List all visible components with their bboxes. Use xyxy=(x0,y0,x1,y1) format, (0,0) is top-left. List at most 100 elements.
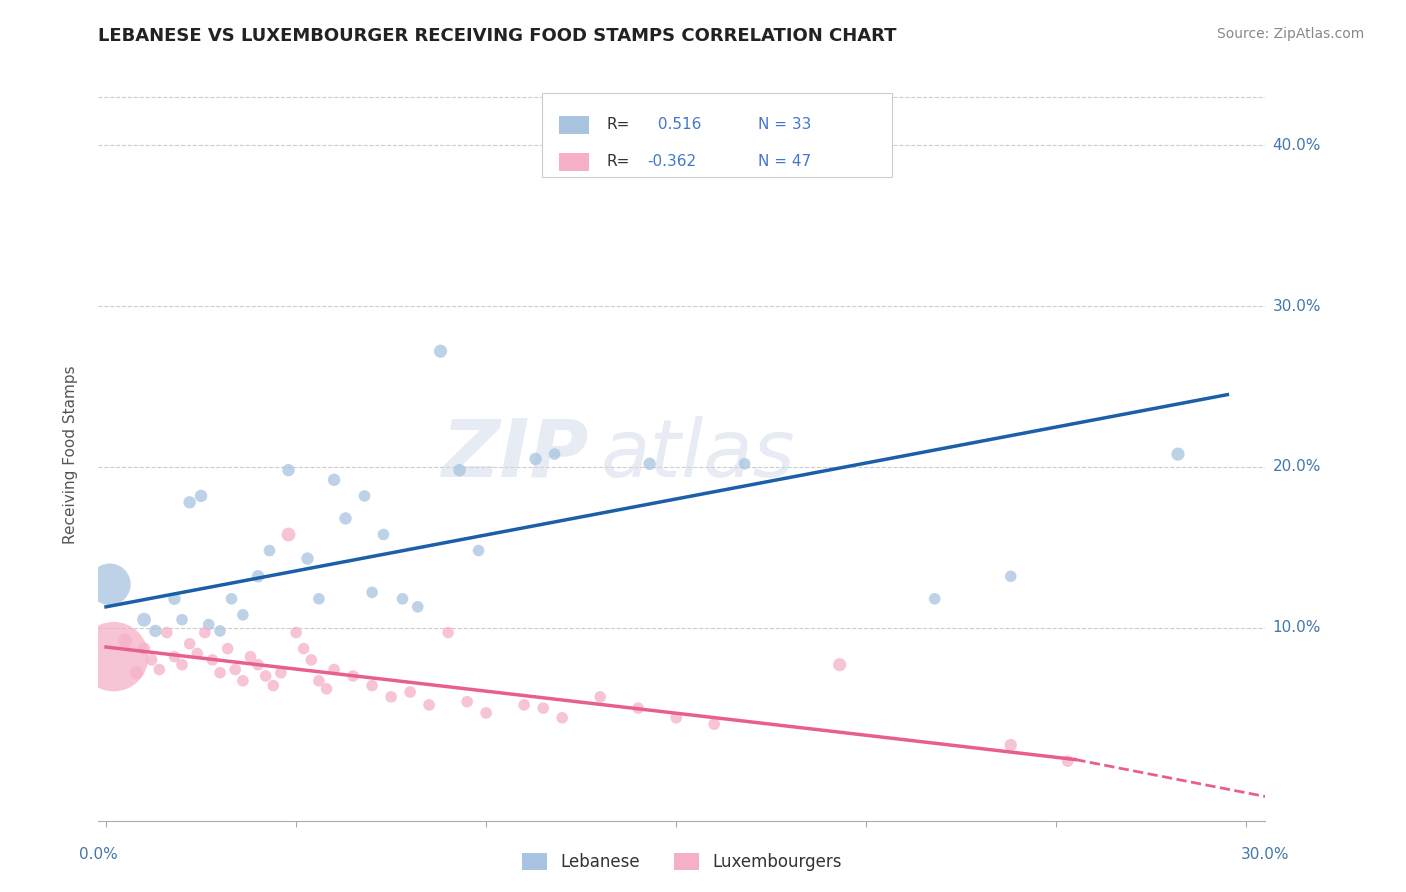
Point xyxy=(703,717,725,731)
Point xyxy=(247,657,270,672)
Point xyxy=(262,679,284,693)
Point xyxy=(1000,569,1022,583)
Point xyxy=(170,613,193,627)
Point xyxy=(335,511,357,525)
Point xyxy=(179,637,201,651)
Text: 40.0%: 40.0% xyxy=(1272,138,1320,153)
Point xyxy=(1056,754,1078,768)
Point xyxy=(209,624,232,638)
Point xyxy=(315,681,337,696)
Point xyxy=(437,625,460,640)
Point xyxy=(551,711,574,725)
Point xyxy=(197,617,219,632)
Point xyxy=(399,685,422,699)
Point xyxy=(456,695,478,709)
Point xyxy=(156,625,179,640)
Text: 0.0%: 0.0% xyxy=(79,847,118,863)
Text: ZIP: ZIP xyxy=(441,416,589,494)
Text: 0.516: 0.516 xyxy=(652,118,702,132)
Text: 30.0%: 30.0% xyxy=(1272,299,1320,314)
Bar xyxy=(560,153,589,171)
Point xyxy=(323,473,346,487)
FancyBboxPatch shape xyxy=(541,93,891,177)
Point xyxy=(353,489,375,503)
Point xyxy=(543,447,565,461)
Point xyxy=(924,591,946,606)
Point xyxy=(132,641,155,656)
Point xyxy=(828,657,851,672)
Point xyxy=(475,706,498,720)
Y-axis label: Receiving Food Stamps: Receiving Food Stamps xyxy=(63,366,77,544)
Point xyxy=(270,665,292,680)
Point xyxy=(132,613,155,627)
Point xyxy=(513,698,536,712)
Point xyxy=(638,457,661,471)
Text: 30.0%: 30.0% xyxy=(1241,847,1289,863)
Point xyxy=(277,527,299,541)
Point xyxy=(406,599,429,614)
Point xyxy=(254,669,277,683)
Point xyxy=(232,607,254,622)
Point xyxy=(373,527,395,541)
Point xyxy=(734,457,756,471)
Point xyxy=(589,690,612,704)
Point xyxy=(190,489,212,503)
Point xyxy=(391,591,413,606)
Point xyxy=(201,653,224,667)
Point xyxy=(308,591,330,606)
Bar xyxy=(560,116,589,134)
Point xyxy=(239,649,262,664)
Point xyxy=(299,653,322,667)
Point xyxy=(114,633,136,648)
Point xyxy=(148,663,170,677)
Point xyxy=(531,701,554,715)
Text: Source: ZipAtlas.com: Source: ZipAtlas.com xyxy=(1216,27,1364,41)
Point xyxy=(125,665,148,680)
Point xyxy=(186,647,208,661)
Point xyxy=(467,543,489,558)
Point xyxy=(285,625,308,640)
Point xyxy=(179,495,201,509)
Point xyxy=(665,711,688,725)
Point xyxy=(429,344,451,359)
Point xyxy=(361,679,384,693)
Point xyxy=(163,591,186,606)
Point xyxy=(297,551,319,566)
Text: R=: R= xyxy=(606,154,630,169)
Text: 10.0%: 10.0% xyxy=(1272,620,1320,635)
Point xyxy=(323,663,346,677)
Point xyxy=(277,463,299,477)
Point xyxy=(163,649,186,664)
Point xyxy=(247,569,270,583)
Point xyxy=(449,463,471,477)
Point xyxy=(342,669,364,683)
Point xyxy=(221,591,243,606)
Point xyxy=(209,665,232,680)
Point xyxy=(418,698,440,712)
Text: LEBANESE VS LUXEMBOURGER RECEIVING FOOD STAMPS CORRELATION CHART: LEBANESE VS LUXEMBOURGER RECEIVING FOOD … xyxy=(98,27,897,45)
Text: N = 33: N = 33 xyxy=(758,118,811,132)
Text: atlas: atlas xyxy=(600,416,794,494)
Point xyxy=(145,624,167,638)
Point xyxy=(217,641,239,656)
Point xyxy=(194,625,217,640)
Point xyxy=(141,653,163,667)
Point xyxy=(1000,738,1022,752)
Text: 20.0%: 20.0% xyxy=(1272,459,1320,475)
Point xyxy=(232,673,254,688)
Point xyxy=(103,649,125,664)
Point xyxy=(308,673,330,688)
Point xyxy=(627,701,650,715)
Point xyxy=(1167,447,1189,461)
Point xyxy=(224,663,246,677)
Point xyxy=(380,690,402,704)
Point xyxy=(170,657,193,672)
Point xyxy=(524,452,547,467)
Text: -0.362: -0.362 xyxy=(647,154,696,169)
Point xyxy=(361,585,384,599)
Legend: Lebanese, Luxembourgers: Lebanese, Luxembourgers xyxy=(516,847,848,878)
Point xyxy=(259,543,281,558)
Point xyxy=(98,577,121,591)
Text: N = 47: N = 47 xyxy=(758,154,811,169)
Point xyxy=(292,641,315,656)
